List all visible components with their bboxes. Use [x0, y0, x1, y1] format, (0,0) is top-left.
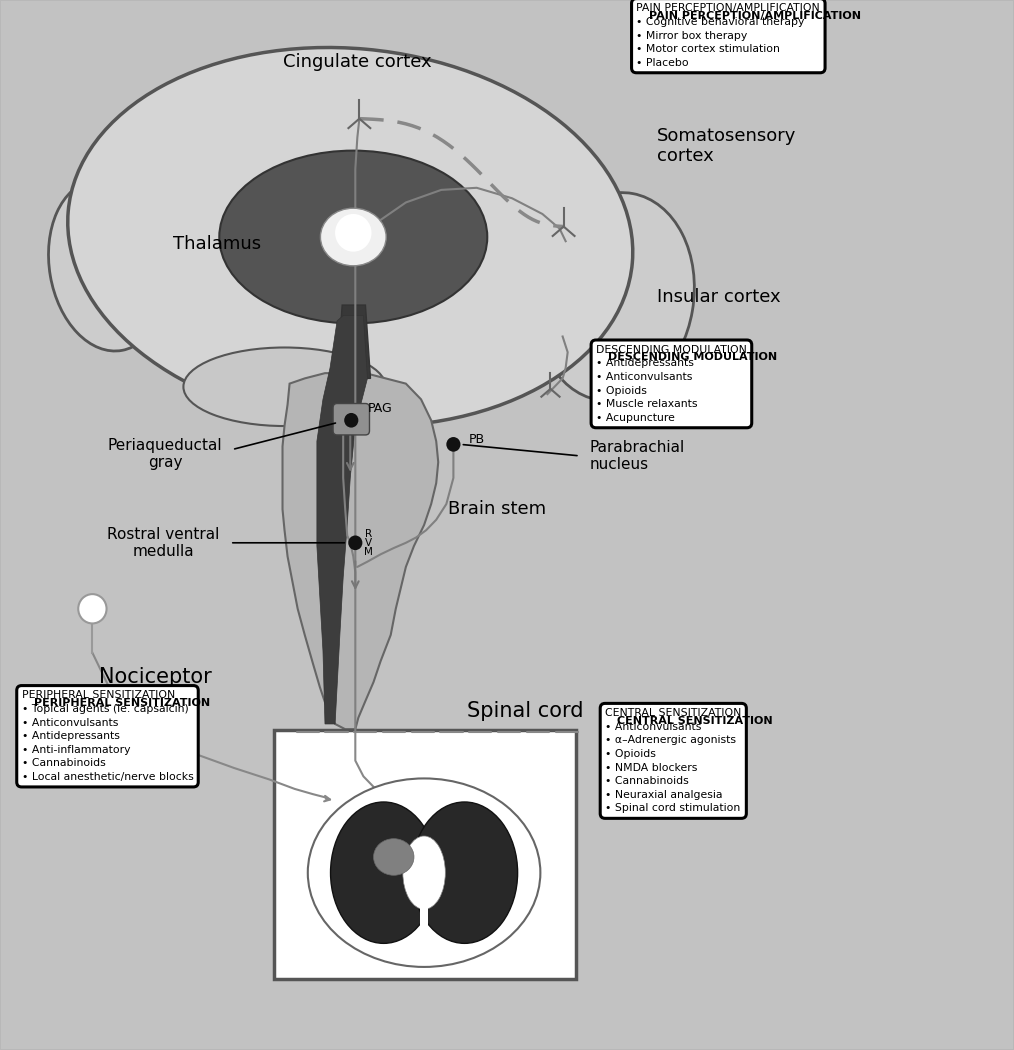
Text: PAG: PAG	[367, 402, 392, 415]
Text: PAIN PERCEPTION/AMPLIFICATION
• Cognitive behavioral therapy
• Mirror box therap: PAIN PERCEPTION/AMPLIFICATION • Cognitiv…	[637, 3, 820, 68]
Bar	[420, 906, 428, 954]
FancyBboxPatch shape	[333, 403, 369, 435]
Text: Parabrachial
nucleus: Parabrachial nucleus	[590, 440, 685, 472]
Text: Cingulate cortex: Cingulate cortex	[283, 54, 432, 71]
Text: Brain stem: Brain stem	[448, 500, 546, 519]
Text: Thalamus: Thalamus	[172, 235, 261, 253]
Circle shape	[348, 536, 362, 550]
Text: PERIPHERAL SENSITIZATION
• Topical agents (ie. capsaicin)
• Anticonvulsants
• An: PERIPHERAL SENSITIZATION • Topical agent…	[21, 691, 194, 782]
Ellipse shape	[49, 180, 166, 351]
Polygon shape	[317, 316, 367, 723]
Text: DESCENDING MODULATION
• Antidepressants
• Anticonvulsants
• Opioids
• Muscle rel: DESCENDING MODULATION • Antidepressants …	[596, 344, 747, 423]
Ellipse shape	[68, 47, 633, 426]
Circle shape	[78, 594, 106, 624]
Text: CENTRAL SENSITIZATION
• Anticonvulsants
• α–Adrenergic agonists
• Opioids
• NMDA: CENTRAL SENSITIZATION • Anticonvulsants …	[605, 709, 741, 814]
Text: R
V
M: R V M	[364, 528, 373, 556]
Text: Somatosensory
cortex: Somatosensory cortex	[657, 126, 796, 165]
Ellipse shape	[320, 208, 386, 266]
Ellipse shape	[373, 839, 414, 876]
Ellipse shape	[308, 778, 540, 967]
Text: Periaqueductal
gray: Periaqueductal gray	[107, 438, 222, 470]
Text: Insular cortex: Insular cortex	[657, 288, 781, 306]
Bar	[275, 730, 576, 980]
Text: Nociceptor: Nociceptor	[98, 667, 212, 687]
Ellipse shape	[331, 802, 437, 943]
Ellipse shape	[403, 836, 445, 909]
Polygon shape	[283, 373, 438, 729]
Text: Spinal cord: Spinal cord	[467, 701, 583, 721]
Circle shape	[446, 437, 460, 451]
Ellipse shape	[412, 802, 517, 943]
Text: PAIN PERCEPTION/AMPLIFICATION: PAIN PERCEPTION/AMPLIFICATION	[649, 10, 861, 21]
Text: CENTRAL SENSITIZATION: CENTRAL SENSITIZATION	[618, 716, 773, 726]
Circle shape	[335, 214, 371, 252]
Text: Rostral ventral
medulla: Rostral ventral medulla	[107, 527, 219, 559]
Polygon shape	[337, 306, 370, 378]
Circle shape	[344, 413, 358, 427]
Text: PB: PB	[468, 433, 485, 445]
Text: PERIPHERAL SENSITIZATION: PERIPHERAL SENSITIZATION	[33, 698, 210, 708]
Ellipse shape	[219, 150, 488, 323]
Text: DESCENDING MODULATION: DESCENDING MODULATION	[608, 352, 778, 362]
Ellipse shape	[184, 348, 385, 426]
Text: Amygdala: Amygdala	[617, 375, 707, 393]
Ellipse shape	[536, 192, 695, 401]
